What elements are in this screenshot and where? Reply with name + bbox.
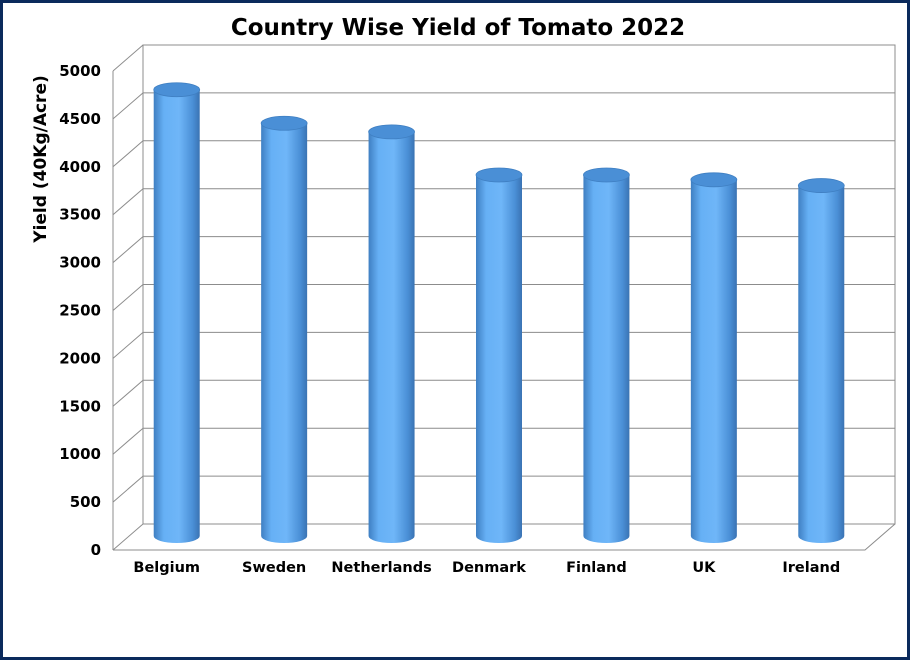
bar (475, 167, 523, 543)
floor-edge (113, 523, 896, 551)
gridline-side (112, 284, 144, 311)
y-tick-label: 4500 (59, 110, 101, 128)
gridline-side (112, 44, 144, 72)
y-tick-label: 500 (70, 493, 101, 511)
y-tick-label: 1500 (59, 397, 101, 415)
bar (583, 167, 630, 543)
bar (690, 172, 738, 544)
x-tick-label: Netherlands (331, 560, 431, 576)
bar-body (153, 89, 200, 543)
y-tick-label: 5000 (59, 62, 101, 80)
bar-body (690, 179, 737, 544)
x-tick-label: Finland (566, 560, 627, 576)
bar (797, 178, 845, 544)
gridline-side (112, 475, 144, 503)
x-tick-label: Sweden (242, 560, 306, 576)
bar-body (583, 175, 630, 543)
x-tick-label: Ireland (782, 560, 840, 576)
gridline-side (112, 140, 144, 168)
gridline-side (112, 236, 144, 263)
bar-body (261, 123, 308, 544)
y-tick-label: 2500 (59, 302, 101, 320)
y-axis-ticks: 0 500 1000 1500 2000 2500 3000 3500 4000 4500 5000 (59, 62, 101, 559)
bar-chart: Country Wise Yield of Tomato 2022 Yield … (31, 15, 896, 576)
chart-title: Country Wise Yield of Tomato 2022 (231, 15, 685, 41)
gridline-side (112, 379, 144, 407)
y-tick-label: 3500 (59, 206, 101, 224)
gridline-side (112, 188, 144, 216)
bar-body (476, 175, 522, 543)
y-tick-label: 0 (91, 541, 101, 559)
bars (153, 82, 845, 544)
gridline-side (112, 427, 144, 455)
bar (260, 115, 308, 544)
bar-top (583, 167, 630, 183)
bar-body (798, 185, 845, 544)
y-tick-label: 1000 (59, 445, 101, 463)
bar (368, 124, 415, 543)
x-tick-label: UK (692, 560, 716, 576)
x-axis-labels: Belgium Sweden Netherlands Denmark Finland UK… (133, 560, 840, 576)
x-tick-label: Denmark (452, 560, 526, 576)
bar-top (797, 178, 845, 193)
bar-top (260, 115, 308, 131)
gridline-side (112, 332, 144, 359)
gridline-side (112, 523, 144, 551)
y-tick-label: 4000 (59, 158, 101, 176)
y-tick-label: 3000 (59, 254, 101, 272)
bar-body (368, 131, 415, 543)
bar-top (153, 82, 201, 98)
gridline-side (112, 92, 144, 120)
bar-top (475, 167, 523, 183)
bar-top (368, 124, 415, 140)
y-tick-label: 2000 (59, 349, 101, 367)
y-axis-title: Yield (40Kg/Acre) (31, 75, 51, 243)
bar-top (690, 172, 738, 188)
x-tick-label: Belgium (133, 560, 200, 576)
bar (153, 82, 201, 543)
